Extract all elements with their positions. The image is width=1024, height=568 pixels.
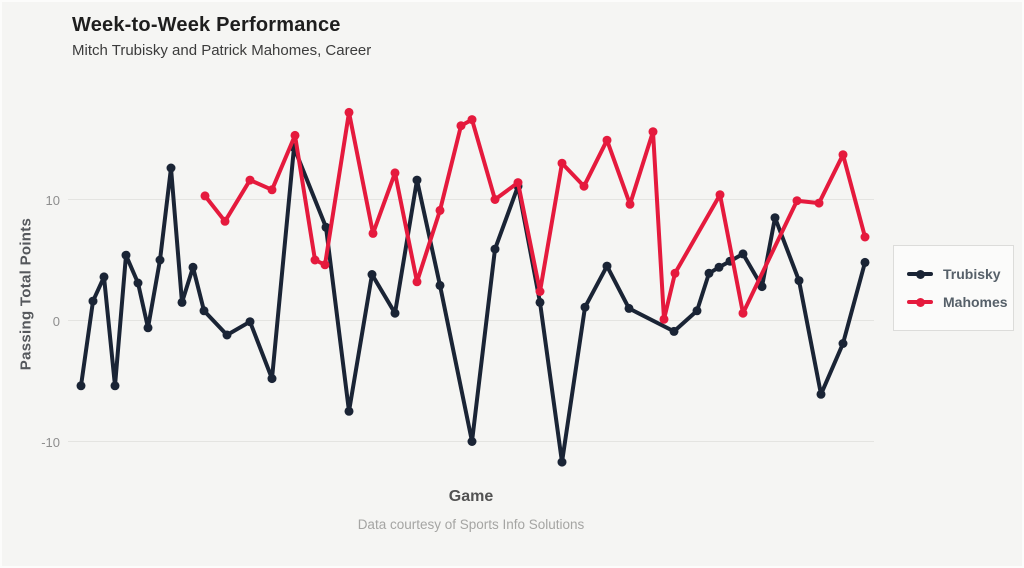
y-tick-label: -10 bbox=[41, 434, 60, 450]
trubisky-point bbox=[860, 257, 870, 267]
mahomes-point bbox=[792, 196, 802, 206]
legend-label-mahomes: Mahomes bbox=[943, 294, 1008, 310]
trubisky-point bbox=[177, 297, 187, 307]
mahomes-point bbox=[513, 178, 523, 188]
trubisky-point bbox=[88, 296, 98, 306]
trubisky-point bbox=[76, 381, 86, 391]
trubisky-point bbox=[557, 457, 567, 467]
legend-label-trubisky: Trubisky bbox=[943, 266, 1001, 282]
mahomes-point bbox=[670, 268, 680, 278]
chart-subtitle: Mitch Trubisky and Patrick Mahomes, Care… bbox=[72, 42, 372, 59]
trubisky-point bbox=[692, 306, 702, 316]
trubisky-point bbox=[794, 276, 804, 286]
trubisky-point bbox=[624, 303, 634, 313]
trubisky-point bbox=[602, 261, 612, 271]
trubisky-point bbox=[435, 280, 445, 290]
mahomes-point bbox=[290, 130, 300, 140]
mahomes-point bbox=[456, 121, 466, 131]
trubisky-point bbox=[188, 262, 198, 272]
trubisky-point bbox=[738, 249, 748, 259]
mahomes-point bbox=[860, 232, 870, 242]
trubisky-point bbox=[121, 250, 131, 260]
mahomes-point bbox=[602, 135, 612, 145]
trubisky-point bbox=[110, 381, 120, 391]
mahomes-point bbox=[738, 308, 748, 318]
trubisky-point bbox=[714, 262, 724, 272]
trubisky-point bbox=[412, 175, 422, 185]
mahomes-point bbox=[557, 158, 567, 168]
trubisky-point bbox=[245, 317, 255, 327]
trubisky-point bbox=[99, 272, 109, 282]
trubisky-point bbox=[390, 308, 400, 318]
trubisky-point bbox=[816, 389, 826, 399]
mahomes-point bbox=[490, 195, 500, 204]
trubisky-point bbox=[770, 213, 780, 223]
y-tick-label: 0 bbox=[52, 313, 60, 329]
mahomes-point bbox=[368, 228, 378, 238]
trubisky-point bbox=[143, 323, 153, 333]
mahomes-point bbox=[200, 191, 210, 201]
mahomes-point bbox=[579, 181, 589, 191]
chart-title: Week-to-Week Performance bbox=[72, 14, 341, 36]
legend-box: Trubisky Mahomes bbox=[893, 245, 1014, 331]
trubisky-point bbox=[669, 326, 679, 336]
x-axis-title: Game bbox=[448, 488, 494, 505]
mahomes-point bbox=[412, 277, 422, 287]
trubisky-point bbox=[321, 222, 331, 232]
mahomes-point bbox=[659, 314, 669, 324]
mahomes-point bbox=[814, 198, 824, 208]
y-axis-title: Passing Total Points bbox=[17, 217, 35, 371]
mahomes-point bbox=[435, 205, 445, 215]
trubisky-point bbox=[704, 268, 714, 278]
trubisky-line-swatch-icon bbox=[907, 269, 933, 279]
trubisky-point bbox=[580, 302, 590, 312]
trubisky-point bbox=[267, 374, 277, 384]
trubisky-point bbox=[199, 306, 209, 316]
trubisky-point bbox=[166, 163, 176, 173]
mahomes-point bbox=[344, 107, 354, 117]
mahomes-point bbox=[838, 150, 848, 160]
trubisky-point bbox=[133, 278, 143, 288]
mahomes-line-swatch-icon bbox=[907, 297, 933, 307]
trubisky-point bbox=[838, 339, 848, 348]
mahomes-point bbox=[535, 287, 545, 296]
trubisky-point bbox=[367, 270, 377, 279]
legend-item-mahomes: Mahomes bbox=[907, 294, 1013, 310]
source-caption: Data courtesy of Sports Info Solutions bbox=[357, 517, 585, 532]
mahomes-point bbox=[245, 175, 255, 185]
mahomes-point bbox=[267, 185, 277, 195]
legend-item-trubisky: Trubisky bbox=[907, 266, 1013, 282]
mahomes-point bbox=[220, 216, 230, 226]
mahomes-line bbox=[203, 110, 867, 322]
mahomes-point bbox=[648, 127, 658, 137]
trubisky-point bbox=[757, 282, 767, 292]
mahomes-point bbox=[390, 168, 400, 178]
trubisky-point bbox=[535, 297, 545, 307]
mahomes-point bbox=[625, 199, 635, 209]
trubisky-point bbox=[490, 244, 500, 254]
trubisky-point bbox=[344, 406, 354, 416]
y-tick-label: 10 bbox=[45, 192, 60, 208]
trubisky-point bbox=[155, 255, 165, 265]
mahomes-point bbox=[467, 115, 477, 125]
mahomes-point bbox=[715, 190, 725, 200]
mahomes-point bbox=[320, 260, 330, 270]
trubisky-point bbox=[222, 330, 232, 340]
mahomes-point bbox=[310, 255, 320, 265]
trubisky-point bbox=[467, 437, 477, 446]
